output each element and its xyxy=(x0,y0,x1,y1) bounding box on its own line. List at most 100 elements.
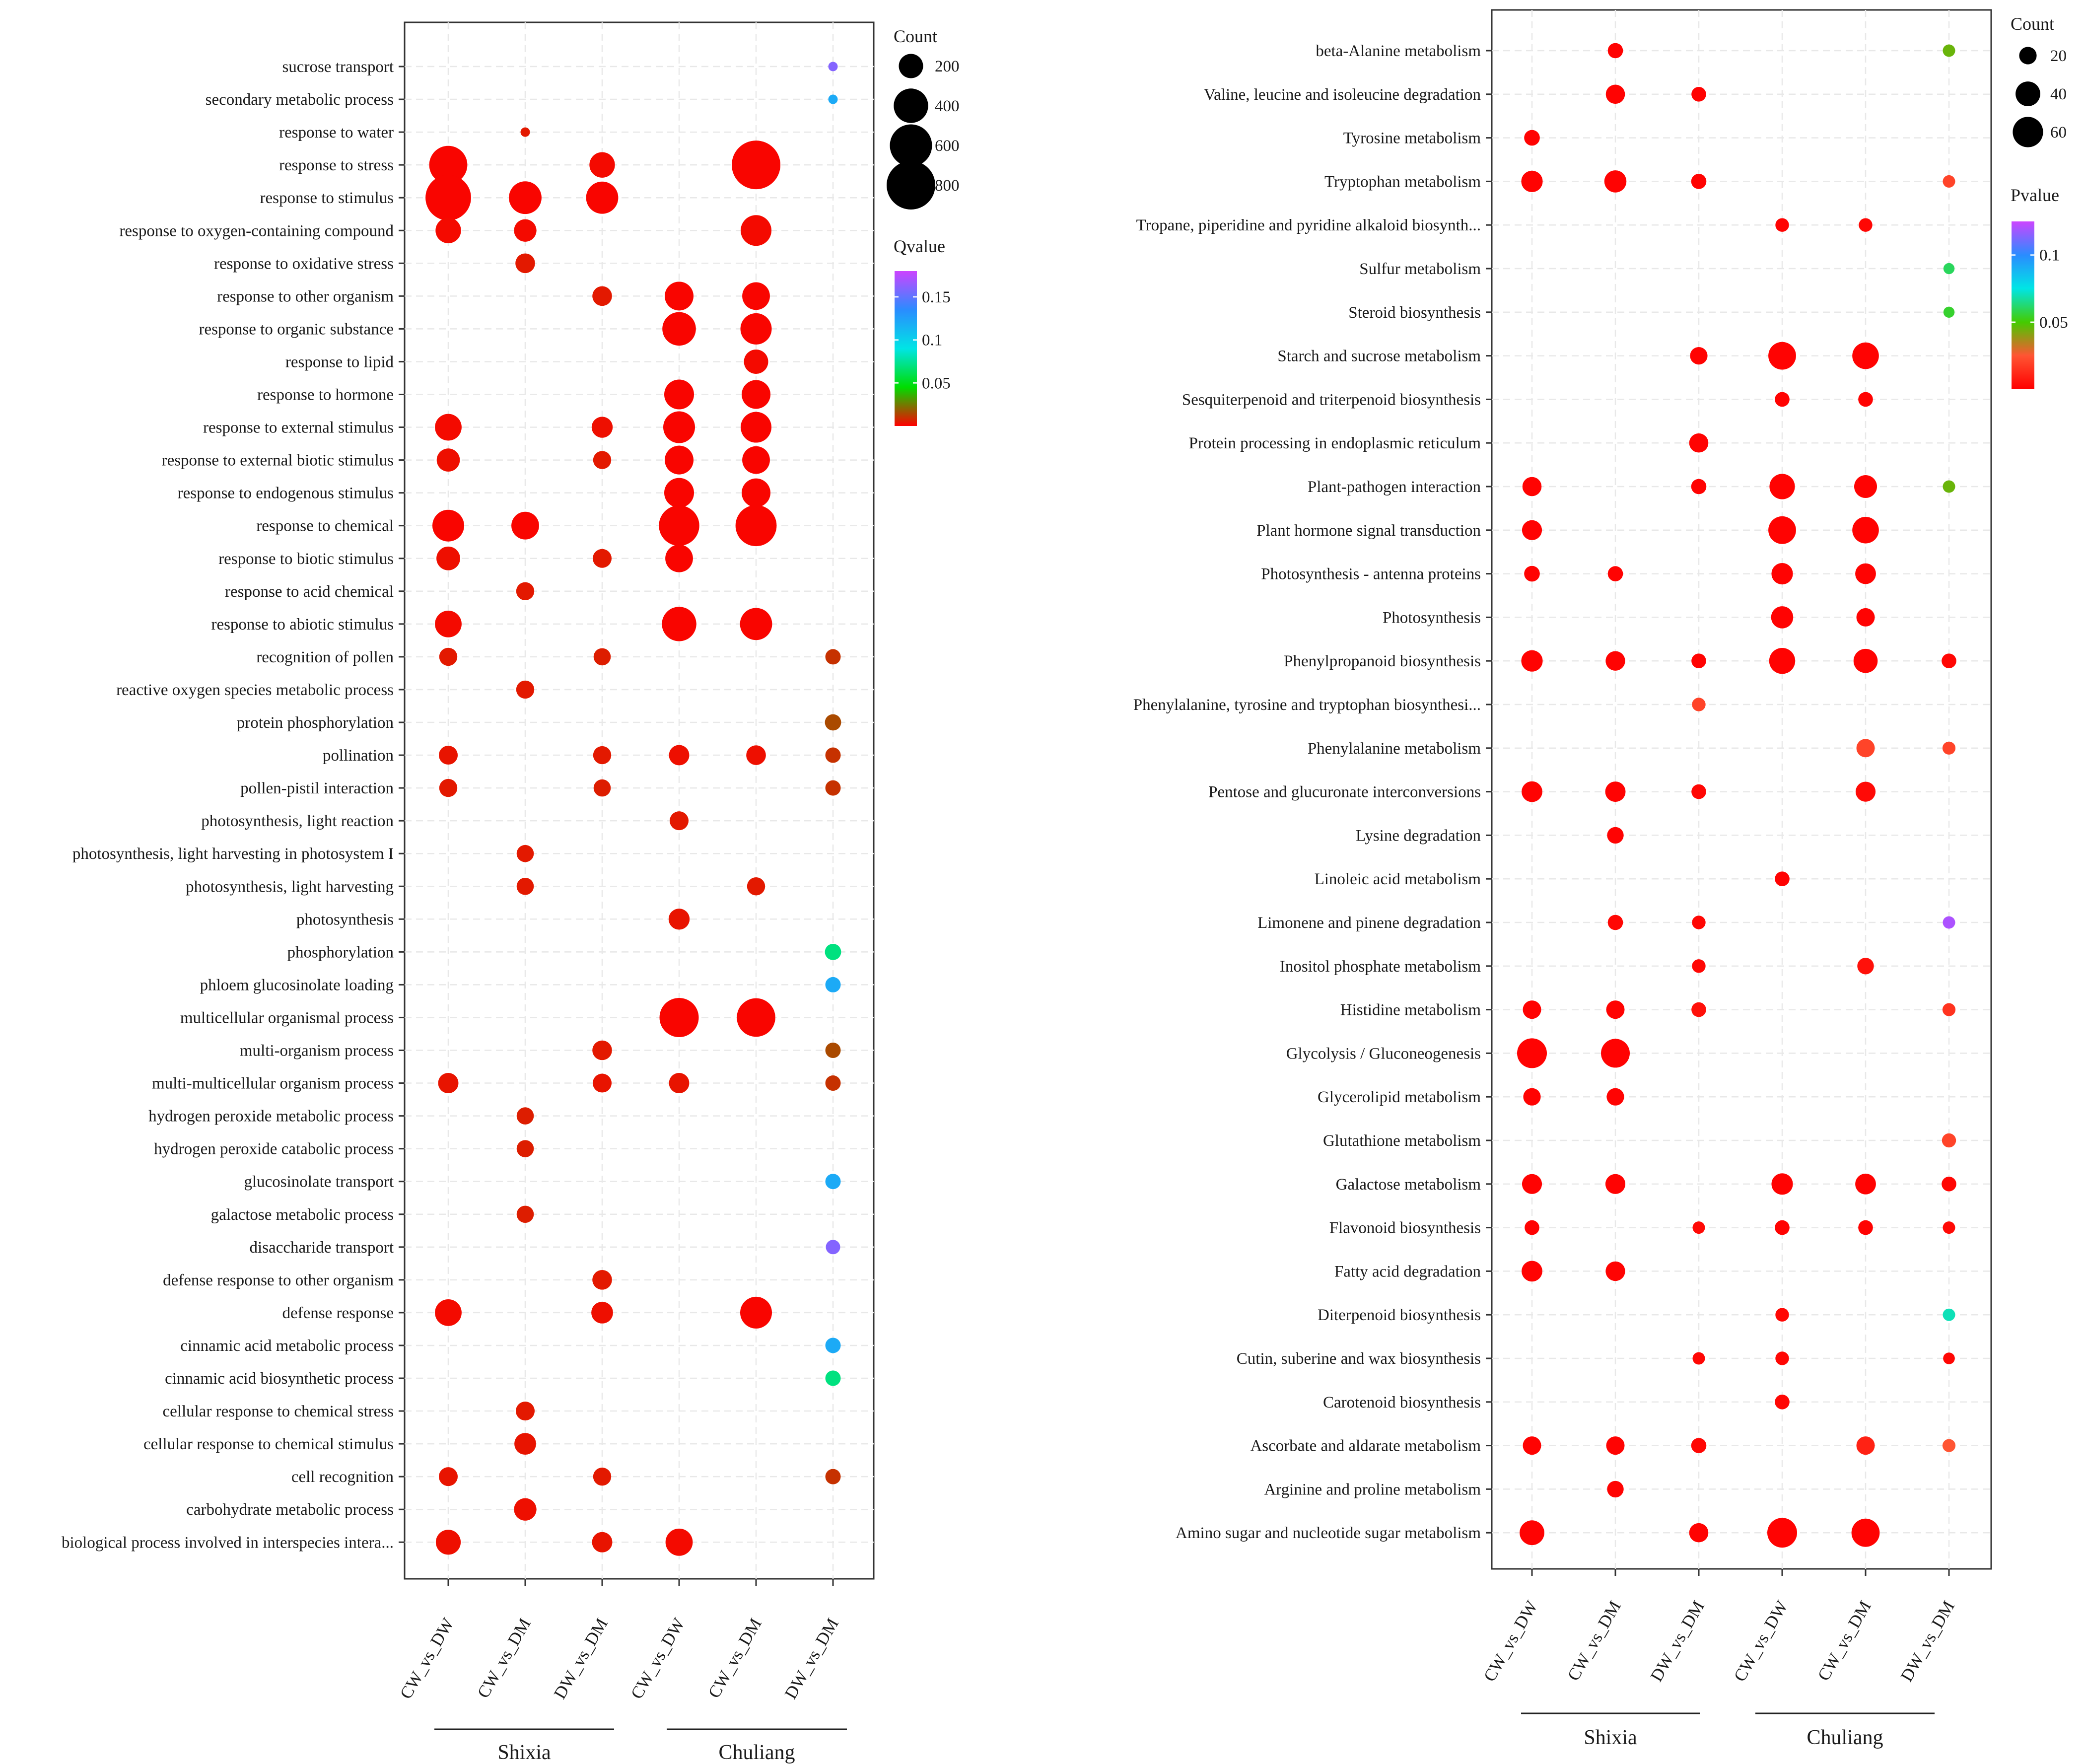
size-legend-bubble xyxy=(899,54,923,78)
bubble xyxy=(432,509,464,542)
bubble xyxy=(1855,781,1876,802)
bubble xyxy=(514,1498,537,1521)
bubble xyxy=(1775,218,1789,232)
y-tick-label: phloem glucosinolate loading xyxy=(200,976,394,994)
bubble xyxy=(1771,1173,1793,1195)
y-tick-label: carbohydrate metabolic process xyxy=(186,1501,394,1519)
bubble xyxy=(742,282,770,310)
bubble xyxy=(1858,1220,1873,1235)
bubble xyxy=(516,1107,534,1125)
y-tick-label: galactose metabolic process xyxy=(211,1206,394,1224)
bubble xyxy=(825,1370,841,1386)
bubble xyxy=(1607,915,1623,930)
bubble xyxy=(1771,606,1794,629)
bubble xyxy=(740,608,772,640)
bubble xyxy=(826,1240,840,1255)
bubble xyxy=(592,1532,613,1552)
bubble xyxy=(436,546,460,570)
bubble xyxy=(1607,566,1623,581)
color-legend-label: 0.15 xyxy=(922,288,951,306)
bubble xyxy=(740,313,772,345)
y-tick-label: response to hormone xyxy=(257,386,394,404)
bubble xyxy=(1522,1261,1542,1282)
bubble xyxy=(439,647,458,666)
bubble xyxy=(1520,1520,1544,1546)
bubble xyxy=(825,1469,841,1484)
bubble xyxy=(1769,474,1795,499)
bubble xyxy=(1605,84,1625,104)
bubble xyxy=(665,544,693,572)
bubble xyxy=(1775,1395,1790,1410)
y-tick-label: multi-multicellular organism process xyxy=(152,1075,394,1093)
y-tick-label: cinnamic acid metabolic process xyxy=(180,1337,394,1355)
y-tick-label: Tryptophan metabolism xyxy=(1324,173,1481,191)
bubble xyxy=(1521,170,1543,192)
size-legend-title: Count xyxy=(2011,14,2054,34)
bubble xyxy=(592,286,612,306)
y-tick-label: secondary metabolic process xyxy=(206,91,394,109)
bubble xyxy=(1775,1308,1789,1322)
bubble xyxy=(1606,1088,1624,1106)
y-tick-label: photosynthesis, light harvesting in phot… xyxy=(72,845,394,863)
bubble xyxy=(1852,517,1879,544)
bubble xyxy=(439,746,458,765)
y-tick-label: Fatty acid degradation xyxy=(1334,1263,1481,1280)
bubble xyxy=(741,412,771,443)
bubble xyxy=(1689,1523,1709,1543)
y-tick-label: Flavonoid biosynthesis xyxy=(1329,1219,1481,1237)
bubble xyxy=(1692,959,1706,973)
y-tick-label: Arginine and proline metabolism xyxy=(1264,1481,1481,1498)
color-legend-title: Pvalue xyxy=(2011,185,2059,205)
x-tick-label: DW_vs_DM xyxy=(1647,1598,1708,1685)
bubble xyxy=(1691,784,1706,799)
color-legend-label: 0.05 xyxy=(2039,314,2068,332)
y-tick-label: Glycolysis / Gluconeogenesis xyxy=(1286,1045,1481,1062)
color-legend-label: 0.05 xyxy=(922,374,951,392)
y-tick-label: response to biotic stimulus xyxy=(218,550,394,568)
y-tick-label: Lysine degradation xyxy=(1356,827,1481,845)
plot-frame xyxy=(404,21,875,1580)
y-tick-label: cinnamic acid biosynthetic process xyxy=(165,1370,394,1388)
bubble xyxy=(1775,871,1790,886)
y-tick-label: multi-organism process xyxy=(240,1042,394,1060)
bubble xyxy=(1607,1481,1624,1498)
y-tick-label: Protein processing in endoplasmic reticu… xyxy=(1189,434,1481,452)
bubble xyxy=(516,680,535,699)
y-tick-label: cell recognition xyxy=(291,1468,394,1486)
bubble xyxy=(592,1270,612,1290)
bubble xyxy=(665,282,694,311)
color-legend-title: Qvalue xyxy=(894,236,945,256)
bubble xyxy=(593,746,612,765)
bubble xyxy=(1607,43,1623,59)
bubble xyxy=(663,411,695,443)
y-tick-label: Phenylalanine metabolism xyxy=(1308,740,1481,758)
bubble xyxy=(825,1075,841,1091)
x-tick-label: CW_vs_DM xyxy=(1814,1598,1875,1684)
y-tick-label: response to oxidative stress xyxy=(214,255,394,273)
bubble xyxy=(825,780,841,796)
bubble xyxy=(744,349,768,374)
x-tick-label: DW_vs_DM xyxy=(1897,1598,1958,1685)
bubble xyxy=(1854,475,1877,498)
group-label: Chuliang xyxy=(719,1741,795,1764)
y-tick-label: Diterpenoid biosynthesis xyxy=(1318,1306,1481,1324)
x-tick-label: CW_vs_DW xyxy=(627,1615,689,1702)
y-tick-label: Linoleic acid metabolism xyxy=(1315,870,1481,888)
y-tick-label: response to endogenous stimulus xyxy=(178,485,394,502)
bubble xyxy=(425,175,471,221)
bubble xyxy=(520,127,530,137)
bubble xyxy=(742,478,770,507)
y-tick-label: Inositol phosphate metabolism xyxy=(1280,958,1481,976)
x-tick-label: CW_vs_DM xyxy=(1564,1598,1625,1684)
bubble xyxy=(1942,1177,1956,1192)
bubble xyxy=(742,446,770,474)
bubble xyxy=(740,1296,772,1329)
color-legend-label: 0.1 xyxy=(922,332,942,350)
bubble xyxy=(1523,1436,1541,1455)
y-tick-label: Photosynthesis - antenna proteins xyxy=(1261,565,1481,583)
y-tick-label: Photosynthesis xyxy=(1383,609,1481,627)
y-tick-label: photosynthesis xyxy=(296,911,394,928)
y-tick-label: biological process involved in interspec… xyxy=(62,1534,394,1552)
y-tick-label: hydrogen peroxide catabolic process xyxy=(154,1140,394,1158)
